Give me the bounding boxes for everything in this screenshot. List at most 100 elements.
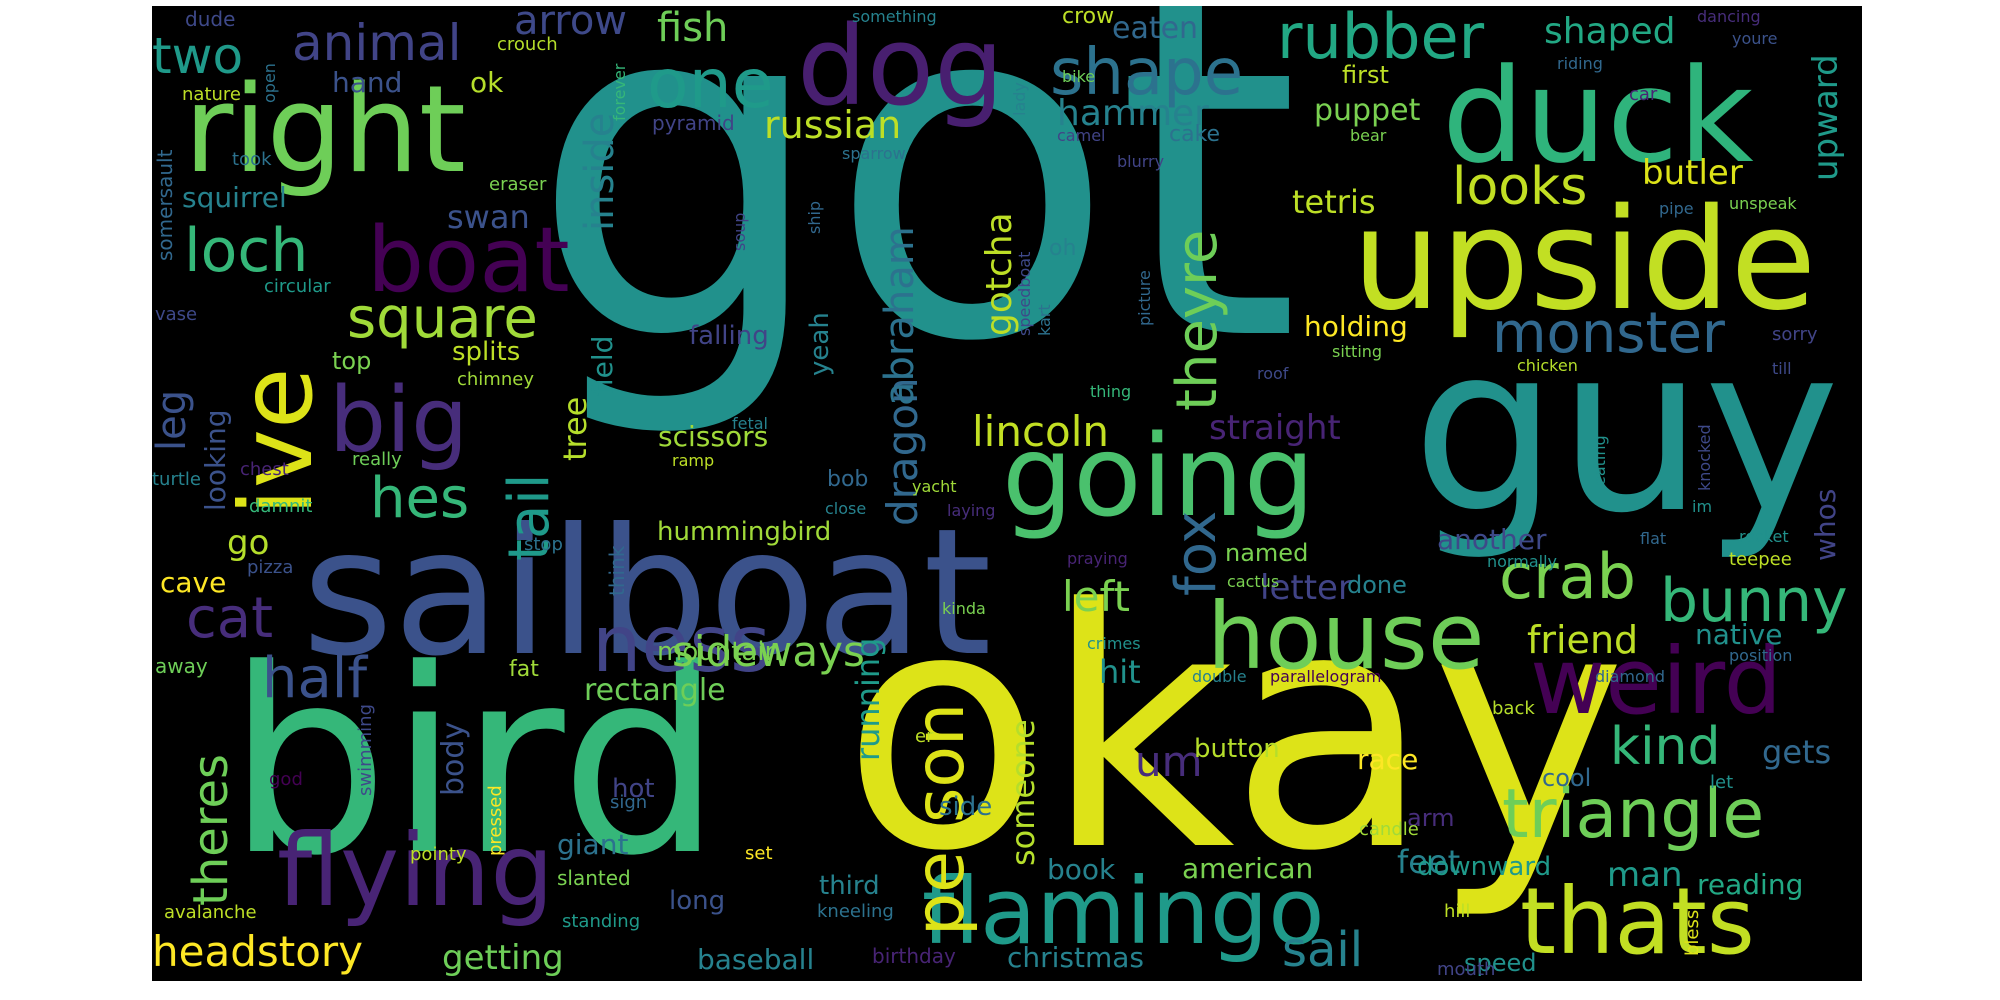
word-ok: ok xyxy=(470,66,504,99)
word-go: go xyxy=(227,523,270,563)
word-stop: stop xyxy=(524,534,563,555)
word-shaped: shaped xyxy=(1544,11,1676,52)
word-really: really xyxy=(352,449,402,470)
word-right: right xyxy=(184,61,466,200)
word-sparrow: sparrow xyxy=(842,144,906,163)
word-field: field xyxy=(586,335,619,396)
word-ness: ness xyxy=(592,600,771,690)
word-first: first xyxy=(1342,61,1389,89)
word-rubber: rubber xyxy=(1277,6,1485,73)
word-looks: looks xyxy=(1452,157,1588,217)
word-god: god xyxy=(269,769,303,790)
word-parallelogram: parallelogram xyxy=(1270,667,1382,686)
word-rectangle: rectangle xyxy=(584,673,726,708)
word-dude: dude xyxy=(185,7,236,31)
word-lincoln: lincoln xyxy=(972,407,1110,456)
word-pyramid: pyramid xyxy=(652,111,735,135)
word-slanted: slanted xyxy=(557,866,631,890)
word-duck: duck xyxy=(1442,40,1754,192)
word-till: till xyxy=(1772,359,1792,378)
word-hit: hit xyxy=(1099,653,1141,691)
word-close: close xyxy=(825,499,867,518)
word-straight: straight xyxy=(1209,408,1341,448)
word-im: im xyxy=(1692,497,1713,516)
word-fox: fox xyxy=(1164,510,1229,596)
word-getting: getting xyxy=(442,938,564,978)
word-kneeling: kneeling xyxy=(817,901,894,922)
word-cool: cool xyxy=(1542,764,1592,792)
word-reading: reading xyxy=(1697,868,1804,901)
word-sitting: sitting xyxy=(1332,342,1383,361)
word-crimes: crimes xyxy=(1087,634,1141,653)
word-flamingo: flamingo xyxy=(922,858,1325,965)
word-headstory: headstory xyxy=(152,927,364,976)
word-hammer: hammer xyxy=(1057,93,1209,134)
word-falling: falling xyxy=(689,321,769,351)
word-letter: letter xyxy=(1260,568,1352,608)
word-bike: bike xyxy=(1062,67,1096,86)
word-weird: weird xyxy=(1530,628,1783,735)
word-sideways: sideways xyxy=(672,627,865,676)
word-bear: bear xyxy=(1350,126,1387,145)
word-soup: soup xyxy=(730,212,749,251)
word-candle: candle xyxy=(1359,819,1419,840)
word-button: button xyxy=(1194,734,1280,764)
word-scissors: scissors xyxy=(658,420,769,453)
word-two: two xyxy=(152,27,244,85)
word-crouch: crouch xyxy=(497,34,558,55)
word-unspeak: unspeak xyxy=(1729,194,1797,213)
word-tetris: tetris xyxy=(1292,183,1376,221)
word-butler: butler xyxy=(1642,153,1743,193)
word-pipe: pipe xyxy=(1659,199,1694,218)
word-animal: animal xyxy=(292,14,462,72)
word-triangle: triangle xyxy=(1502,775,1765,854)
word-got: got xyxy=(530,6,1301,444)
word-vase: vase xyxy=(155,304,198,325)
word-thing: thing xyxy=(1090,382,1132,401)
word-sign: sign xyxy=(610,792,648,813)
word-thats: thats xyxy=(1520,868,1755,975)
word-hill: hill xyxy=(1444,901,1471,922)
word-took: took xyxy=(232,149,272,170)
word-left: left xyxy=(1062,572,1131,621)
word-guy: guy xyxy=(1412,297,1840,564)
word-abraham: abraham xyxy=(877,226,923,406)
word-gotcha: gotcha xyxy=(979,212,1020,336)
word-think: think xyxy=(605,545,629,596)
word-something: something xyxy=(852,7,937,26)
word-avalanche: avalanche xyxy=(164,902,257,923)
word-russian: russian xyxy=(764,103,902,147)
word-car: car xyxy=(1629,84,1658,105)
word-boat: boat xyxy=(367,208,570,313)
word-swimming: swimming xyxy=(355,703,376,796)
word-squirrel: squirrel xyxy=(182,181,287,214)
word-normally: normally xyxy=(1487,552,1557,571)
word-bob: bob xyxy=(827,467,869,492)
word-oh: oh xyxy=(1049,236,1077,261)
word-let: let xyxy=(1710,772,1734,793)
word-cactus: cactus xyxy=(1227,572,1280,591)
word-hand: hand xyxy=(332,66,403,99)
word-camel: camel xyxy=(1057,126,1106,145)
word-book: book xyxy=(1047,853,1116,886)
word-upward: upward xyxy=(1806,54,1846,181)
word-square: square xyxy=(347,286,538,351)
word-pressed: pressed xyxy=(485,785,506,856)
word-blurry: blurry xyxy=(1117,152,1165,171)
word-somersault: somersault xyxy=(153,149,177,261)
word-yacht: yacht xyxy=(912,477,957,496)
word-another: another xyxy=(1437,523,1547,556)
word-dog: dog xyxy=(797,6,1004,130)
word-open: open xyxy=(260,63,279,103)
word-someone: someone xyxy=(1004,719,1042,866)
word-leg: leg xyxy=(152,389,195,451)
word-standing: standing xyxy=(562,911,641,932)
word-downward: downward xyxy=(1417,852,1552,882)
word-okay: okay xyxy=(842,539,1627,923)
word-yeah: yeah xyxy=(805,312,835,376)
word-race: race xyxy=(1357,743,1419,776)
word-cat: cat xyxy=(186,586,274,651)
word-eaten: eaten xyxy=(1112,11,1199,46)
word-bird: bird xyxy=(227,615,722,912)
word-friend: friend xyxy=(1527,618,1639,662)
